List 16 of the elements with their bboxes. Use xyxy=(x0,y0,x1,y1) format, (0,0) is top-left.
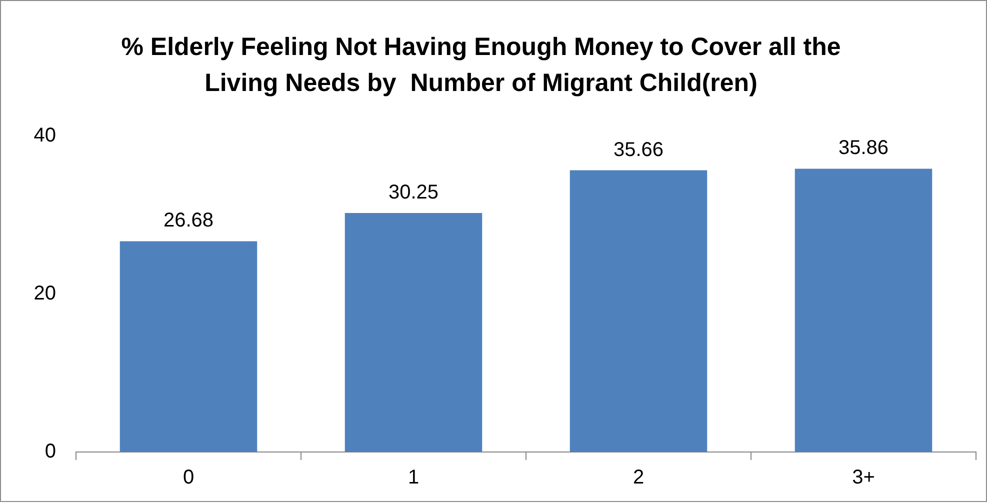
data-label: 26.68 xyxy=(163,210,214,232)
bar xyxy=(570,170,708,452)
y-tick-label: 0 xyxy=(44,440,56,463)
y-tick-label: 20 xyxy=(34,282,56,305)
chart-title: % Elderly Feeling Not Having Enough Money to Cover all the Living Needs by Number of Migrant Child(ren) xyxy=(120,32,842,99)
data-label: 35.86 xyxy=(838,137,889,160)
data-label: 30.25 xyxy=(388,182,439,204)
x-tick-label: 2 xyxy=(632,466,644,489)
x-tick-label: 3+ xyxy=(852,466,875,489)
x-tick-label: 0 xyxy=(182,466,194,489)
bar xyxy=(120,241,258,452)
bar xyxy=(344,213,482,452)
y-tick-label: 40 xyxy=(34,124,56,147)
x-tick-label: 1 xyxy=(408,466,420,489)
data-label: 35.66 xyxy=(613,138,664,161)
bar xyxy=(794,168,932,452)
